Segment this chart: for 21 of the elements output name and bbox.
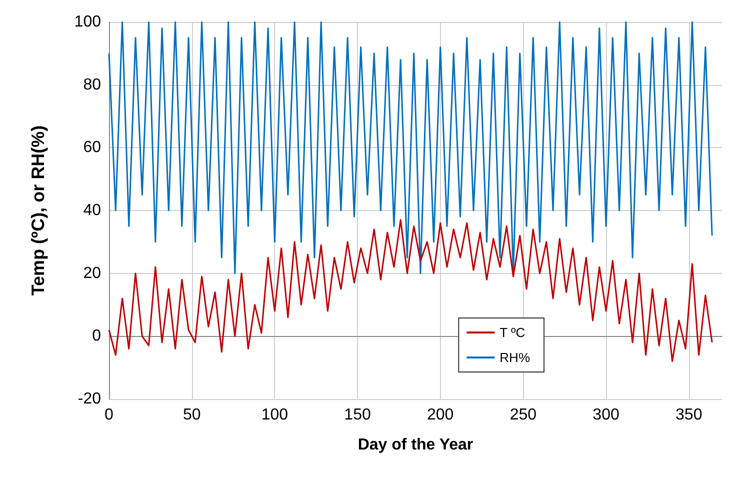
y-tick-label: -20 <box>78 390 102 408</box>
y-tick-label: 20 <box>83 264 102 282</box>
y-tick-label: 0 <box>92 328 102 345</box>
x-tick-label: 250 <box>510 406 537 424</box>
x-tick-label: 150 <box>344 406 371 424</box>
x-tick-label: 100 <box>261 406 288 424</box>
line-series <box>108 219 713 362</box>
y-tick-label: 80 <box>83 76 102 94</box>
x-tick-label: 0 <box>104 406 114 424</box>
y-tick-label: 40 <box>83 202 102 219</box>
legend-label: RH% <box>500 350 530 365</box>
x-tick-label: 50 <box>182 406 201 424</box>
y-axis-title: Temp (ºC), or RH(%) <box>28 125 48 296</box>
x-tick-label: 300 <box>592 406 620 424</box>
y-tick-label: 60 <box>83 139 102 156</box>
x-tick-label: 350 <box>676 406 702 424</box>
line-series <box>108 21 713 274</box>
legend-label: T ºC <box>500 325 526 340</box>
y-tick-label: 100 <box>74 14 102 30</box>
x-axis-title: Day of the Year <box>358 436 474 454</box>
x-tick-label: 200 <box>427 406 454 424</box>
